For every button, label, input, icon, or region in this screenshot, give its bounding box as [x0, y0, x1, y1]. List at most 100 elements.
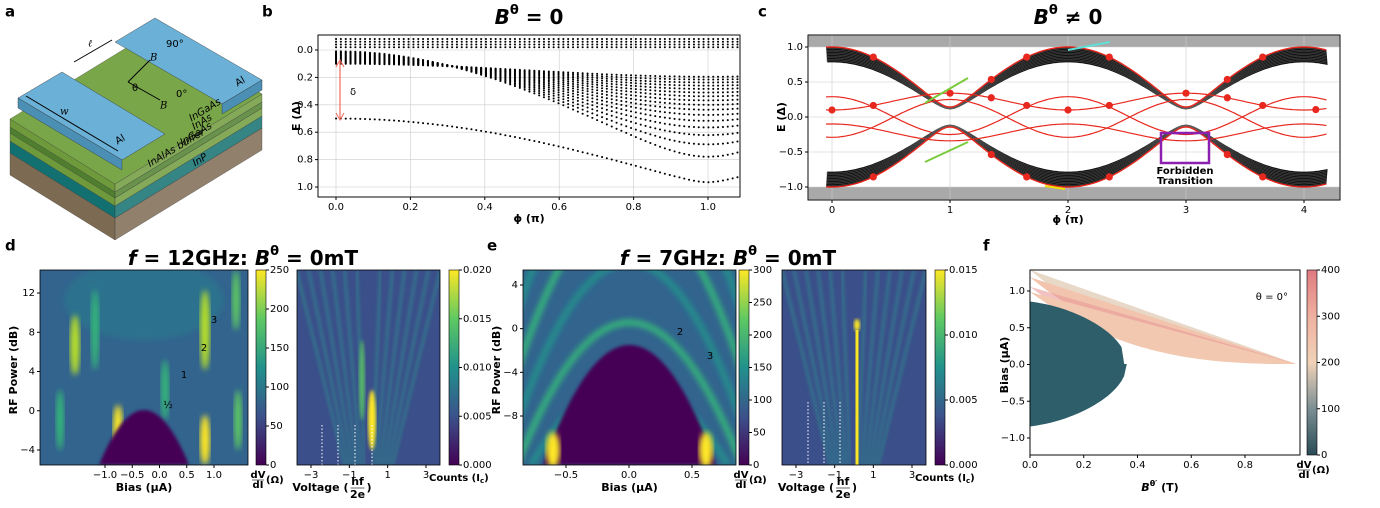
plot-frame — [296, 269, 441, 466]
red-dot — [1064, 106, 1072, 114]
colorbar-tick-label: 0.000 — [949, 460, 978, 471]
colorbar-tick-label: 400 — [1321, 265, 1340, 276]
x-tick-label: 1 — [384, 470, 390, 481]
colorbar-tick-label: 0.010 — [463, 363, 492, 374]
order-label: ½ — [163, 399, 173, 411]
unit-num: dV — [251, 470, 266, 481]
red-dot — [1105, 173, 1113, 181]
red-curve — [826, 126, 1327, 188]
y-axis-label: E (Δ) — [290, 101, 303, 131]
y-tick-label: 1.0 — [297, 182, 313, 193]
dim-line — [73, 39, 113, 63]
arrow — [924, 77, 969, 104]
intensity — [234, 390, 242, 450]
x-tick-label: −0.5 — [120, 470, 144, 481]
y-tick-label: 0.4 — [297, 100, 313, 111]
colorbar — [934, 269, 946, 466]
x-axis-label: 2e — [835, 488, 850, 501]
region — [1030, 292, 1297, 364]
colorbar-tick-label: 50 — [753, 428, 766, 439]
panel-label: b — [262, 3, 273, 21]
panel-title-part: ≠ 0 — [1058, 5, 1103, 29]
colorbar-tick-label: 100 — [1321, 404, 1340, 415]
red-dot — [869, 101, 877, 110]
plot-frame — [781, 269, 927, 466]
panel-title-part: f — [620, 246, 631, 270]
colorbar-tick-label: 100 — [753, 395, 772, 406]
streak — [840, 270, 852, 465]
colorbar-tick-label: 0.000 — [463, 460, 492, 471]
streak — [379, 270, 406, 465]
arc — [523, 270, 736, 363]
colorbar-tick-label: 0.010 — [949, 330, 978, 341]
y-tick-label: −1.0 — [1001, 433, 1025, 444]
x-tick-label: 0.8 — [626, 202, 642, 213]
band-line — [826, 126, 1327, 185]
unit-den: dI — [253, 480, 264, 491]
streak — [782, 270, 832, 465]
red-dot — [1259, 53, 1267, 61]
x-tick-label: 0.4 — [477, 202, 493, 213]
red-dot — [1223, 150, 1231, 159]
panel-title-part: θ — [748, 244, 757, 259]
streak — [383, 270, 418, 465]
streak — [375, 270, 394, 465]
continuum — [808, 187, 1340, 200]
plot-frame — [317, 34, 741, 198]
x-axis-label: Bias (μA) — [116, 481, 173, 494]
intensity — [699, 432, 713, 465]
x-axis-label-part: Voltage ( — [778, 481, 834, 494]
panel-label: a — [5, 3, 15, 21]
unit-label: (Ω) — [266, 475, 284, 486]
x-axis-label: hf — [351, 475, 364, 488]
x-tick-label: 3 — [1183, 205, 1189, 216]
y-tick-label: 4 — [512, 280, 518, 291]
x-tick-label: 0.8 — [1237, 460, 1253, 471]
band-line — [826, 125, 1327, 175]
red-dot — [1312, 105, 1320, 114]
colorbar-tick-label: 0 — [753, 460, 759, 471]
red-dot — [1259, 173, 1267, 181]
intensity — [200, 290, 210, 370]
colorbar-tick-label: 0.020 — [463, 265, 492, 276]
panel-title-part: = 7GHz: — [629, 246, 733, 270]
x-tick-label: 0 — [829, 205, 835, 216]
field-label: B — [149, 53, 157, 64]
band-line — [826, 53, 1327, 109]
plot-content — [782, 270, 926, 465]
unit-label: (Ω) — [1312, 465, 1330, 476]
x-tick-label: −3 — [304, 470, 319, 481]
panel-title-part: θ — [510, 3, 519, 18]
plot-content — [1030, 270, 1299, 427]
panel-title-part: = 0mT — [757, 246, 836, 270]
delta-label: δ — [350, 87, 356, 98]
x-tick-label: 0.2 — [402, 202, 418, 213]
x-tick-label: 0.0 — [621, 470, 637, 481]
colorbar — [738, 269, 750, 466]
x-axis-label: 2e — [350, 488, 365, 501]
y-tick-label: 0 — [512, 324, 518, 335]
order-label: 2 — [201, 343, 207, 354]
band-line — [826, 125, 1327, 180]
intensity — [70, 315, 80, 375]
field-angle: 90° — [166, 39, 184, 50]
unit-den: dI — [736, 480, 747, 491]
field-angle: 0° — [176, 89, 187, 100]
panel-title: f = 7GHz: Bθ = 0mT — [620, 244, 837, 270]
x-axis-label: Bias (μA) — [601, 481, 658, 494]
red-dot — [946, 89, 954, 97]
x-axis-label-part: (T) — [1157, 481, 1178, 494]
x-tick-label: 0.0 — [1022, 460, 1038, 471]
device — [9, 17, 263, 241]
x-axis-label: ) — [852, 481, 857, 494]
streak — [804, 270, 840, 465]
panel-title-part: B — [1034, 5, 1049, 29]
y-tick-label: 1.0 — [787, 42, 803, 53]
x-tick-label: −3 — [789, 470, 804, 481]
unit-den: dI — [1299, 470, 1310, 481]
plot-content — [335, 38, 739, 184]
panel-title-part: B — [733, 246, 748, 270]
y-tick-label: 4 — [29, 367, 35, 378]
x-axis-label-part: Voltage ( — [292, 481, 348, 494]
band-line — [826, 51, 1327, 108]
